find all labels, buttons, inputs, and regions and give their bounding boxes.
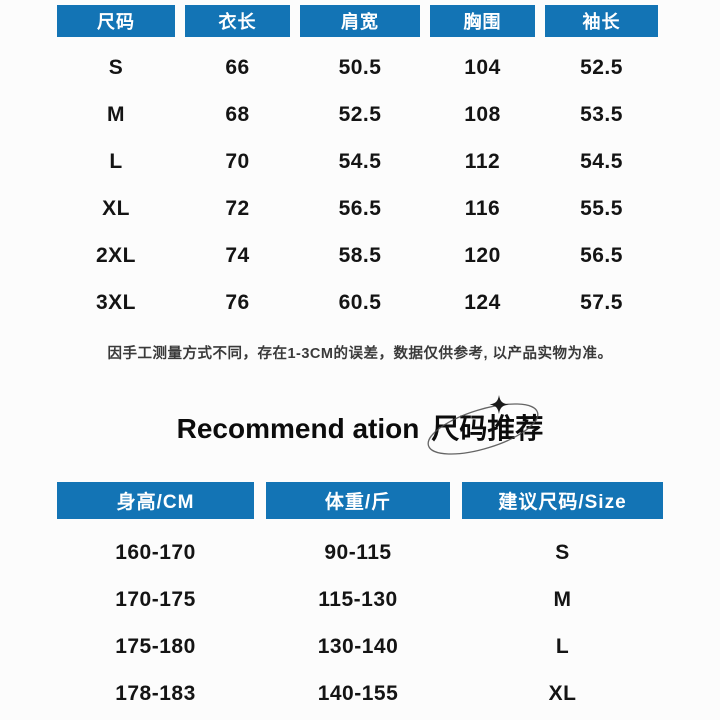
cell-weight: 90-115 <box>324 540 392 564</box>
cell-value: 52.5 <box>338 102 382 126</box>
recommend-row-xl: 178-183 140-155 XL <box>57 670 720 717</box>
cell-value: 57.5 <box>580 290 623 314</box>
cell-value: 54.5 <box>338 149 382 173</box>
cell-value: 60.5 <box>338 290 382 314</box>
measurement-table: 尺码 衣长 肩宽 胸围 袖长 S 66 50.5 104 52.5 M 68 5… <box>57 5 720 326</box>
cell-value: 104 <box>464 55 501 79</box>
table-row-m: M 68 52.5 108 53.5 <box>57 91 720 138</box>
cell-value: 74 <box>225 243 250 267</box>
recommend-table-header-row: 身高/CM 体重/斤 建议尺码/Size <box>57 482 720 519</box>
header-cell-chest: 胸围 <box>430 5 535 37</box>
cell-value: 124 <box>464 290 501 314</box>
cell-value: 53.5 <box>580 102 623 126</box>
recommendation-title: Recommend ation 尺码推荐 <box>0 395 720 455</box>
header-cell-length: 衣长 <box>185 5 290 37</box>
cell-value: 76 <box>225 290 250 314</box>
header-cell-sleeve: 袖长 <box>545 5 658 37</box>
recommend-table: 身高/CM 体重/斤 建议尺码/Size 160-170 90-115 S 17… <box>57 482 720 717</box>
measurement-table-header-row: 尺码 衣长 肩宽 胸围 袖长 <box>57 5 720 37</box>
cell-value: 54.5 <box>580 149 623 173</box>
recommendation-title-en: Recommend ation <box>176 413 420 444</box>
recommend-row-l: 175-180 130-140 L <box>57 623 720 670</box>
cell-value: 120 <box>464 243 501 267</box>
cell-value: 70 <box>225 149 250 173</box>
recommendation-title-zh: 尺码推荐 <box>431 413 544 444</box>
recommend-row-m: 170-175 115-130 M <box>57 576 720 623</box>
cell-size: XL <box>548 681 577 705</box>
recommend-table-body: 160-170 90-115 S 170-175 115-130 M 175-1… <box>57 519 720 717</box>
header-cell-suggested-size: 建议尺码/Size <box>462 482 663 519</box>
cell-value: 68 <box>225 102 250 126</box>
cell-value: 50.5 <box>338 55 382 79</box>
cell-size: M <box>553 587 572 611</box>
cell-size: L <box>109 149 123 173</box>
cell-value: 58.5 <box>338 243 382 267</box>
cell-value: 116 <box>464 196 501 220</box>
table-row-xl: XL 72 56.5 116 55.5 <box>57 185 720 232</box>
cell-value: 66 <box>225 55 250 79</box>
table-row-s: S 66 50.5 104 52.5 <box>57 44 720 91</box>
cell-value: 56.5 <box>580 243 623 267</box>
cell-weight: 115-130 <box>318 587 398 611</box>
cell-size: S <box>555 540 570 564</box>
table-row-2xl: 2XL 74 58.5 120 56.5 <box>57 232 720 279</box>
cell-value: 72 <box>225 196 250 220</box>
cell-height: 175-180 <box>115 634 196 658</box>
cell-weight: 140-155 <box>317 681 399 705</box>
cell-height: 178-183 <box>115 681 196 705</box>
table-row-l: L 70 54.5 112 54.5 <box>57 138 720 185</box>
measurement-table-body: S 66 50.5 104 52.5 M 68 52.5 108 53.5 L … <box>57 37 720 326</box>
header-cell-size: 尺码 <box>57 5 175 37</box>
cell-size: 3XL <box>95 290 136 314</box>
cell-value: 55.5 <box>580 196 623 220</box>
cell-value: 52.5 <box>580 55 623 79</box>
cell-value: 108 <box>464 102 501 126</box>
cell-weight: 130-140 <box>317 634 399 658</box>
cell-size: M <box>107 102 125 126</box>
sparkle-icon <box>489 395 509 414</box>
recommendation-title-zh-wrap: 尺码推荐 <box>427 395 544 455</box>
cell-height: 170-175 <box>115 587 196 611</box>
cell-value: 56.5 <box>338 196 382 220</box>
table-row-3xl: 3XL 76 60.5 124 57.5 <box>57 279 720 326</box>
recommend-row-s: 160-170 90-115 S <box>57 529 720 576</box>
cell-height: 160-170 <box>115 540 196 564</box>
measurement-disclaimer-note: 因手工测量方式不同，存在1-3CM的误差，数据仅供参考, 以产品实物为准。 <box>107 346 613 362</box>
header-cell-shoulder: 肩宽 <box>300 5 420 37</box>
cell-value: 112 <box>464 149 501 173</box>
header-cell-height: 身高/CM <box>57 482 254 519</box>
cell-size: S <box>108 55 124 79</box>
cell-size: 2XL <box>95 243 136 267</box>
cell-size: L <box>555 634 570 658</box>
header-cell-weight: 体重/斤 <box>266 482 450 519</box>
cell-size: XL <box>102 196 130 220</box>
